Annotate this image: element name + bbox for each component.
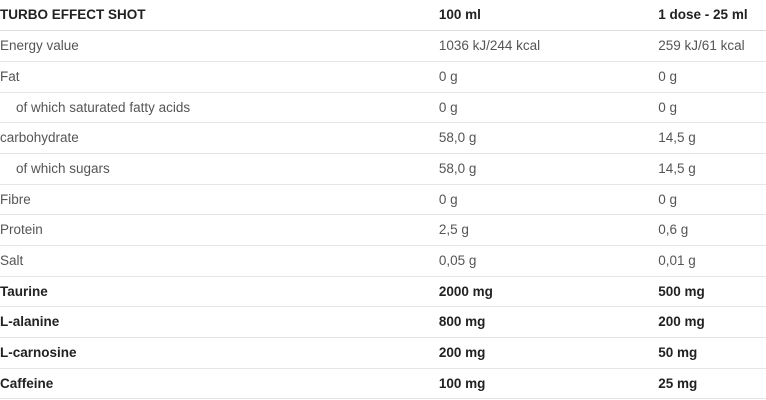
value-per-dose: 500 mg: [658, 276, 766, 308]
value-per-dose: 50 mg: [658, 337, 766, 369]
table-row: Energy value 1036 kJ/244 kcal 259 kJ/61 kc…: [0, 30, 766, 62]
value-per-dose: 0,6 g: [658, 214, 766, 246]
column-header-per-100ml: 100 ml: [438, 0, 659, 32]
value-per-100ml: 58,0 g: [438, 153, 659, 185]
table-header: TURBO EFFECT SHOT 100 ml 1 dose - 25 ml: [0, 0, 766, 32]
table-row: Protein 2,5 g 0,6 g: [0, 214, 766, 246]
value-per-100ml: 1036 kJ/244 kcal: [438, 30, 659, 62]
value-per-dose: 259 kJ/61 kcal: [658, 30, 766, 62]
value-per-dose: 0 g: [658, 61, 766, 93]
value-per-dose: 0 g: [658, 92, 766, 124]
nutrient-label: L-alanine: [0, 306, 439, 339]
nutrient-label: Taurine: [0, 276, 439, 308]
value-per-dose: 14,5 g: [658, 153, 766, 185]
nutrient-label: of which saturated fatty acids: [0, 92, 439, 124]
value-per-100ml: 0,05 g: [438, 245, 659, 277]
value-per-100ml: 200 mg: [438, 337, 659, 369]
table-row: Caffeine 100 mg 25 mg: [0, 368, 766, 400]
table-row: of which sugars 58,0 g 14,5 g: [0, 153, 766, 185]
nutrient-label: carbohydrate: [0, 122, 439, 154]
nutrient-label: Fat: [0, 61, 439, 93]
nutrient-label: Protein: [0, 214, 439, 246]
value-per-100ml: 2000 mg: [438, 276, 659, 308]
product-title: TURBO EFFECT SHOT: [0, 0, 439, 32]
table-row: L-alanine 800 mg 200 mg: [0, 306, 766, 339]
table-row: Taurine 2000 mg 500 mg: [0, 276, 766, 308]
value-per-100ml: 800 mg: [438, 306, 659, 339]
table-row: carbohydrate 58,0 g 14,5 g: [0, 122, 766, 154]
table-header-row: TURBO EFFECT SHOT 100 ml 1 dose - 25 ml: [0, 0, 766, 32]
value-per-dose: 200 mg: [658, 306, 766, 339]
value-per-dose: 14,5 g: [658, 122, 766, 154]
table-row: L-carnosine 200 mg 50 mg: [0, 337, 766, 369]
nutrient-label: Fibre: [0, 184, 439, 216]
value-per-dose: 25 mg: [658, 368, 766, 400]
table-body: Energy value 1036 kJ/244 kcal 259 kJ/61 kc…: [0, 30, 766, 400]
value-per-dose: 0 g: [658, 184, 766, 216]
nutrient-label: L-carnosine: [0, 337, 439, 369]
value-per-100ml: 0 g: [438, 92, 659, 124]
nutrient-label: Salt: [0, 245, 439, 277]
value-per-100ml: 0 g: [438, 184, 659, 216]
value-per-100ml: 100 mg: [438, 368, 659, 400]
nutrient-label: Caffeine: [0, 368, 439, 400]
nutrient-label: of which sugars: [0, 153, 439, 185]
nutrient-label: Energy value: [0, 30, 439, 62]
value-per-100ml: 58,0 g: [438, 122, 659, 154]
table-row: Salt 0,05 g 0,01 g: [0, 245, 766, 277]
value-per-dose: 0,01 g: [658, 245, 766, 277]
value-per-100ml: 2,5 g: [438, 214, 659, 246]
value-per-100ml: 0 g: [438, 61, 659, 93]
column-header-per-dose: 1 dose - 25 ml: [658, 0, 766, 32]
